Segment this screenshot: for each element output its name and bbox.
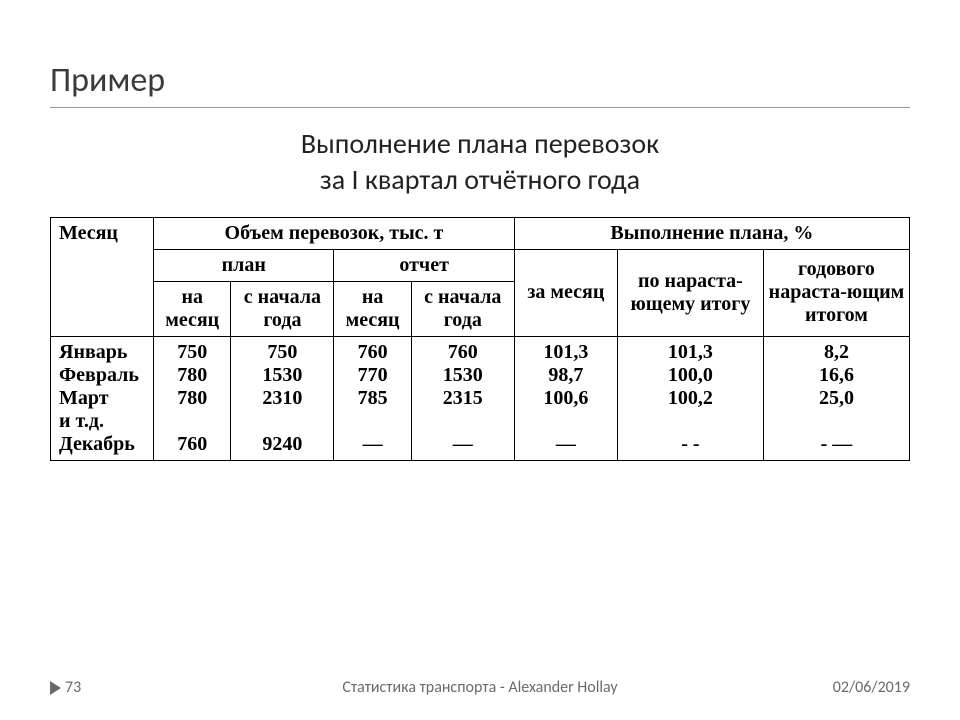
- th-na-mes-2: на месяц: [334, 281, 411, 336]
- page-number-text: 73: [65, 678, 81, 697]
- footer: 73 Статистика транспорта - Alexander Hol…: [50, 678, 910, 698]
- footer-credit: Статистика транспорта - Alexander Hollay: [190, 678, 770, 698]
- th-za-mes: за месяц: [514, 249, 617, 336]
- cell-col-6: 8,216,625,0 - —: [763, 336, 909, 460]
- triangle-icon: [50, 681, 61, 695]
- page-number: 73: [50, 678, 190, 697]
- row-months: ЯнварьФевральМарти т.д.Декабрь: [51, 336, 154, 460]
- th-na-mes-1: на месяц: [154, 281, 231, 336]
- th-month: Месяц: [51, 217, 154, 336]
- th-po-narast: по нараста-ющему итогу: [617, 249, 763, 336]
- credit-part-2: Alexander Hollay: [508, 678, 617, 697]
- th-s-nach-1: с начала года: [231, 281, 334, 336]
- th-exec: Выполнение плана, %: [514, 217, 909, 249]
- th-plan: план: [154, 249, 334, 281]
- subtitle-line-2: за I квартал отчётного года: [320, 162, 640, 197]
- cell-col-4: 101,398,7100,6 —: [514, 336, 617, 460]
- cell-col-1: 75015302310 9240: [231, 336, 334, 460]
- th-s-nach-2: с начала года: [411, 281, 514, 336]
- subtitle-line-1: Выполнение плана перевозок: [301, 126, 659, 161]
- cell-col-5: 101,3100,0100,2 - -: [617, 336, 763, 460]
- footer-date: 02/06/2019: [770, 678, 910, 697]
- cell-col-2: 760770785 —: [334, 336, 411, 460]
- credit-part-1: Статистика транспорта -: [342, 678, 508, 697]
- divider: [50, 107, 910, 108]
- page-title: Пример: [50, 60, 910, 101]
- subtitle: Выполнение плана перевозок за I квартал …: [50, 126, 910, 199]
- cell-col-3: 76015302315 —: [411, 336, 514, 460]
- table-body: ЯнварьФевральМарти т.д.Декабрь750780780 …: [51, 336, 910, 460]
- cell-col-0: 750780780 760: [154, 336, 231, 460]
- th-otchet: отчет: [334, 249, 514, 281]
- data-table: Месяц Объем перевозок, тыс. т Выполнение…: [50, 217, 910, 461]
- slide: Пример Выполнение плана перевозок за I к…: [0, 0, 960, 720]
- th-god-narast: годового нараста-ющим итогом: [763, 249, 909, 336]
- th-volume: Объем перевозок, тыс. т: [154, 217, 515, 249]
